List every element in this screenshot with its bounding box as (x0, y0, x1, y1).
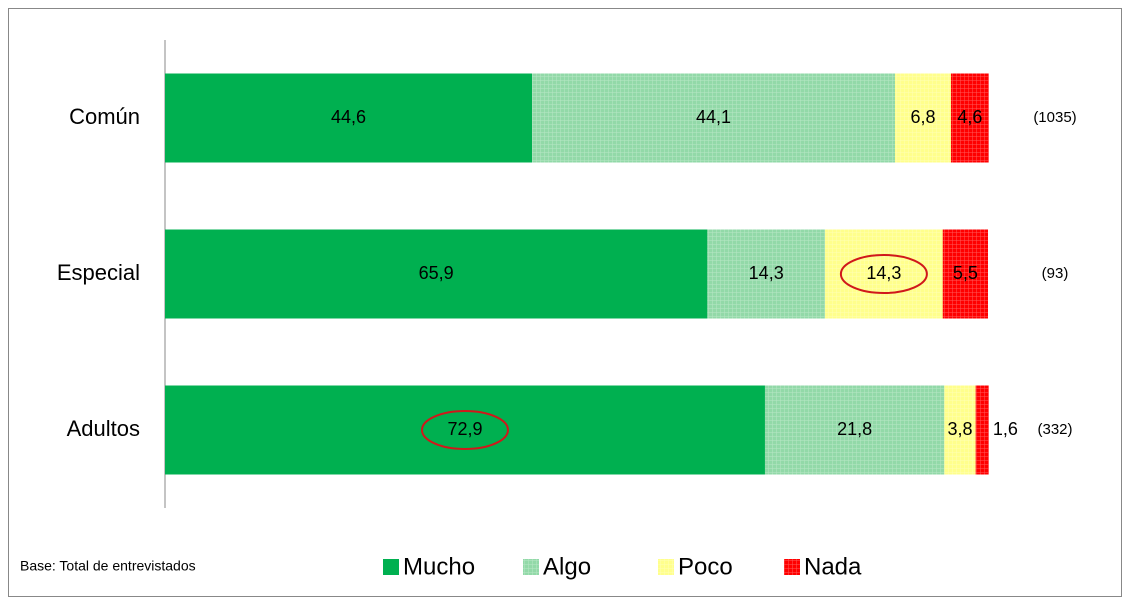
data-label: 14,3 (866, 263, 901, 283)
legend-label: Poco (678, 553, 733, 580)
base-label: (93) (1042, 265, 1069, 282)
category-label: Adultos (67, 416, 140, 441)
bar-segment (165, 385, 765, 475)
legend-label: Nada (804, 553, 862, 580)
legend-swatch (383, 559, 399, 575)
base-label: (1035) (1033, 109, 1076, 126)
category-label: Especial (57, 260, 140, 285)
bar-texture (975, 385, 989, 475)
highlight (420, 410, 509, 450)
data-label: 6,8 (910, 107, 935, 127)
legend-label: Mucho (403, 553, 475, 580)
bar-texture (825, 229, 943, 319)
bar-texture (764, 385, 945, 475)
bar-texture (532, 73, 896, 163)
data-label: 72,9 (447, 419, 482, 439)
legend-texture (658, 559, 674, 575)
category-label: Común (69, 104, 140, 129)
data-label: 65,9 (419, 263, 454, 283)
bar-texture (944, 385, 976, 475)
bar-segment (165, 73, 533, 163)
bar-texture (707, 229, 826, 319)
data-label: 5,5 (953, 263, 978, 283)
base-label: (332) (1037, 421, 1072, 438)
legend-texture (523, 559, 539, 575)
data-label: 14,3 (749, 263, 784, 283)
data-label: 21,8 (837, 419, 872, 439)
data-label: 3,8 (948, 419, 973, 439)
bar-texture (950, 73, 989, 163)
data-label: 44,1 (696, 107, 731, 127)
note: Base: Total de entrevistados (20, 558, 196, 574)
data-label: 1,6 (993, 419, 1018, 439)
legend-label: Algo (543, 553, 591, 580)
legend-texture (784, 559, 800, 575)
data-label: 44,6 (331, 107, 366, 127)
bar-texture (895, 73, 951, 163)
bar-segment (165, 229, 708, 319)
bar-texture (942, 229, 988, 319)
data-label: 4,6 (957, 107, 982, 127)
highlight (839, 254, 928, 294)
